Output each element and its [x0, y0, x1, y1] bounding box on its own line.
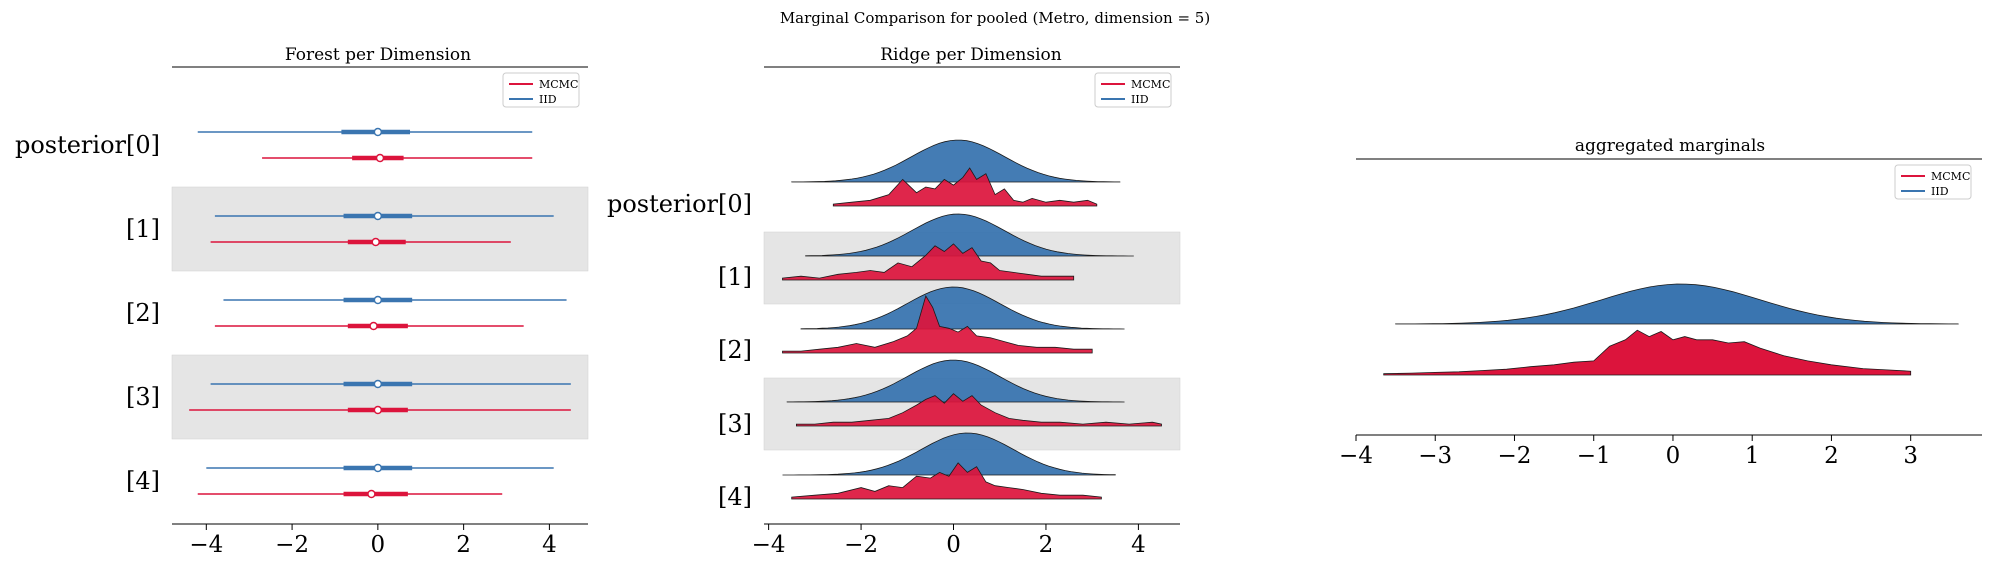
forest-median-mcmc: [375, 153, 385, 163]
forest-median-iid: [373, 127, 383, 137]
ridge-iid-density: [805, 213, 1134, 257]
ridge-iid-density: [786, 359, 1125, 403]
ridge-x-tick-label: 4: [1131, 532, 1146, 558]
ridge-title: Ridge per Dimension: [880, 45, 1062, 65]
aggregated-mcmc-density: [1383, 329, 1912, 376]
ridge-row-label: [1]: [718, 263, 752, 291]
ridge-x-tick-label: 2: [1039, 532, 1054, 558]
ridge-legend-label: MCMC: [1131, 78, 1170, 91]
figure-title: Marginal Comparison for pooled (Metro, d…: [780, 9, 1210, 27]
forest-x-tick-label: −2: [275, 532, 309, 558]
aggregated-x-tick-label: −3: [1418, 443, 1452, 469]
aggregated-legend-label: MCMC: [1931, 170, 1970, 183]
forest-median-mcmc: [367, 489, 376, 499]
ridge-panel: Ridge per Dimension posterior[0] [1] [2] [3…: [607, 45, 1181, 558]
aggregated-x-tick-label: 0: [1666, 443, 1681, 469]
ridge-mcmc-density: [782, 295, 1093, 354]
forest-median-mcmc: [371, 237, 380, 247]
forest-legend-label: MCMC: [539, 78, 578, 91]
ridge-x-tick-label: −4: [752, 532, 786, 558]
forest-x-tick-label: −4: [189, 532, 223, 558]
aggregated-x-tick-label: −4: [1339, 443, 1373, 469]
aggregated-title: aggregated marginals: [1575, 136, 1765, 156]
forest-legend-label: IID: [539, 93, 557, 106]
forest-row-label: [1]: [126, 215, 160, 243]
aggregated-x-tick-label: 3: [1903, 443, 1918, 469]
ridge-iid-density: [782, 432, 1116, 476]
forest-median-iid: [373, 379, 383, 389]
forest-median-mcmc: [369, 321, 378, 331]
forest-x-tick-label: 2: [456, 532, 471, 558]
forest-row-label: posterior[0]: [15, 131, 160, 159]
ridge-legend-label: IID: [1131, 93, 1149, 106]
aggregated-iid-density: [1395, 283, 1959, 325]
ridge-row-label: [2]: [718, 336, 752, 364]
aggregated-x-tick-label: −1: [1577, 443, 1611, 469]
aggregated-legend-label: IID: [1931, 185, 1949, 198]
forest-panel: Forest per Dimension posterior[0] [1] [2] […: [15, 45, 589, 558]
ridge-mcmc-density: [796, 393, 1162, 427]
aggregated-x-tick-label: 1: [1745, 443, 1760, 469]
forest-x-tick-label: 4: [542, 532, 557, 558]
ridge-mcmc-density: [782, 243, 1075, 281]
forest-median-iid: [373, 463, 383, 473]
forest-row-band: [171, 186, 589, 272]
forest-median-iid: [373, 211, 383, 221]
forest-median-iid: [373, 295, 383, 305]
forest-row-label: [2]: [126, 299, 160, 327]
ridge-row-label: [3]: [718, 410, 752, 438]
aggregated-x-tick-label: 2: [1824, 443, 1839, 469]
forest-x-tick-label: 0: [371, 532, 386, 558]
aggregated-panel: aggregated marginals MCMC IID −4 −3 −2 −1 0 1 2 3: [1339, 136, 1982, 469]
ridge-row-label: posterior[0]: [607, 190, 752, 218]
forest-title: Forest per Dimension: [285, 45, 471, 65]
ridge-x-tick-label: −2: [844, 532, 878, 558]
forest-row-label: [4]: [126, 467, 160, 495]
ridge-mcmc-density: [791, 462, 1102, 500]
forest-row-label: [3]: [126, 383, 160, 411]
ridge-row-label: [4]: [718, 483, 752, 511]
ridge-mcmc-density: [832, 167, 1098, 207]
ridge-x-tick-label: 0: [946, 532, 961, 558]
forest-median-mcmc: [373, 405, 383, 415]
ridge-iid-density: [800, 286, 1125, 330]
aggregated-x-tick-label: −2: [1498, 443, 1532, 469]
forest-row-band: [171, 354, 589, 440]
ridge-iid-density: [791, 139, 1121, 183]
